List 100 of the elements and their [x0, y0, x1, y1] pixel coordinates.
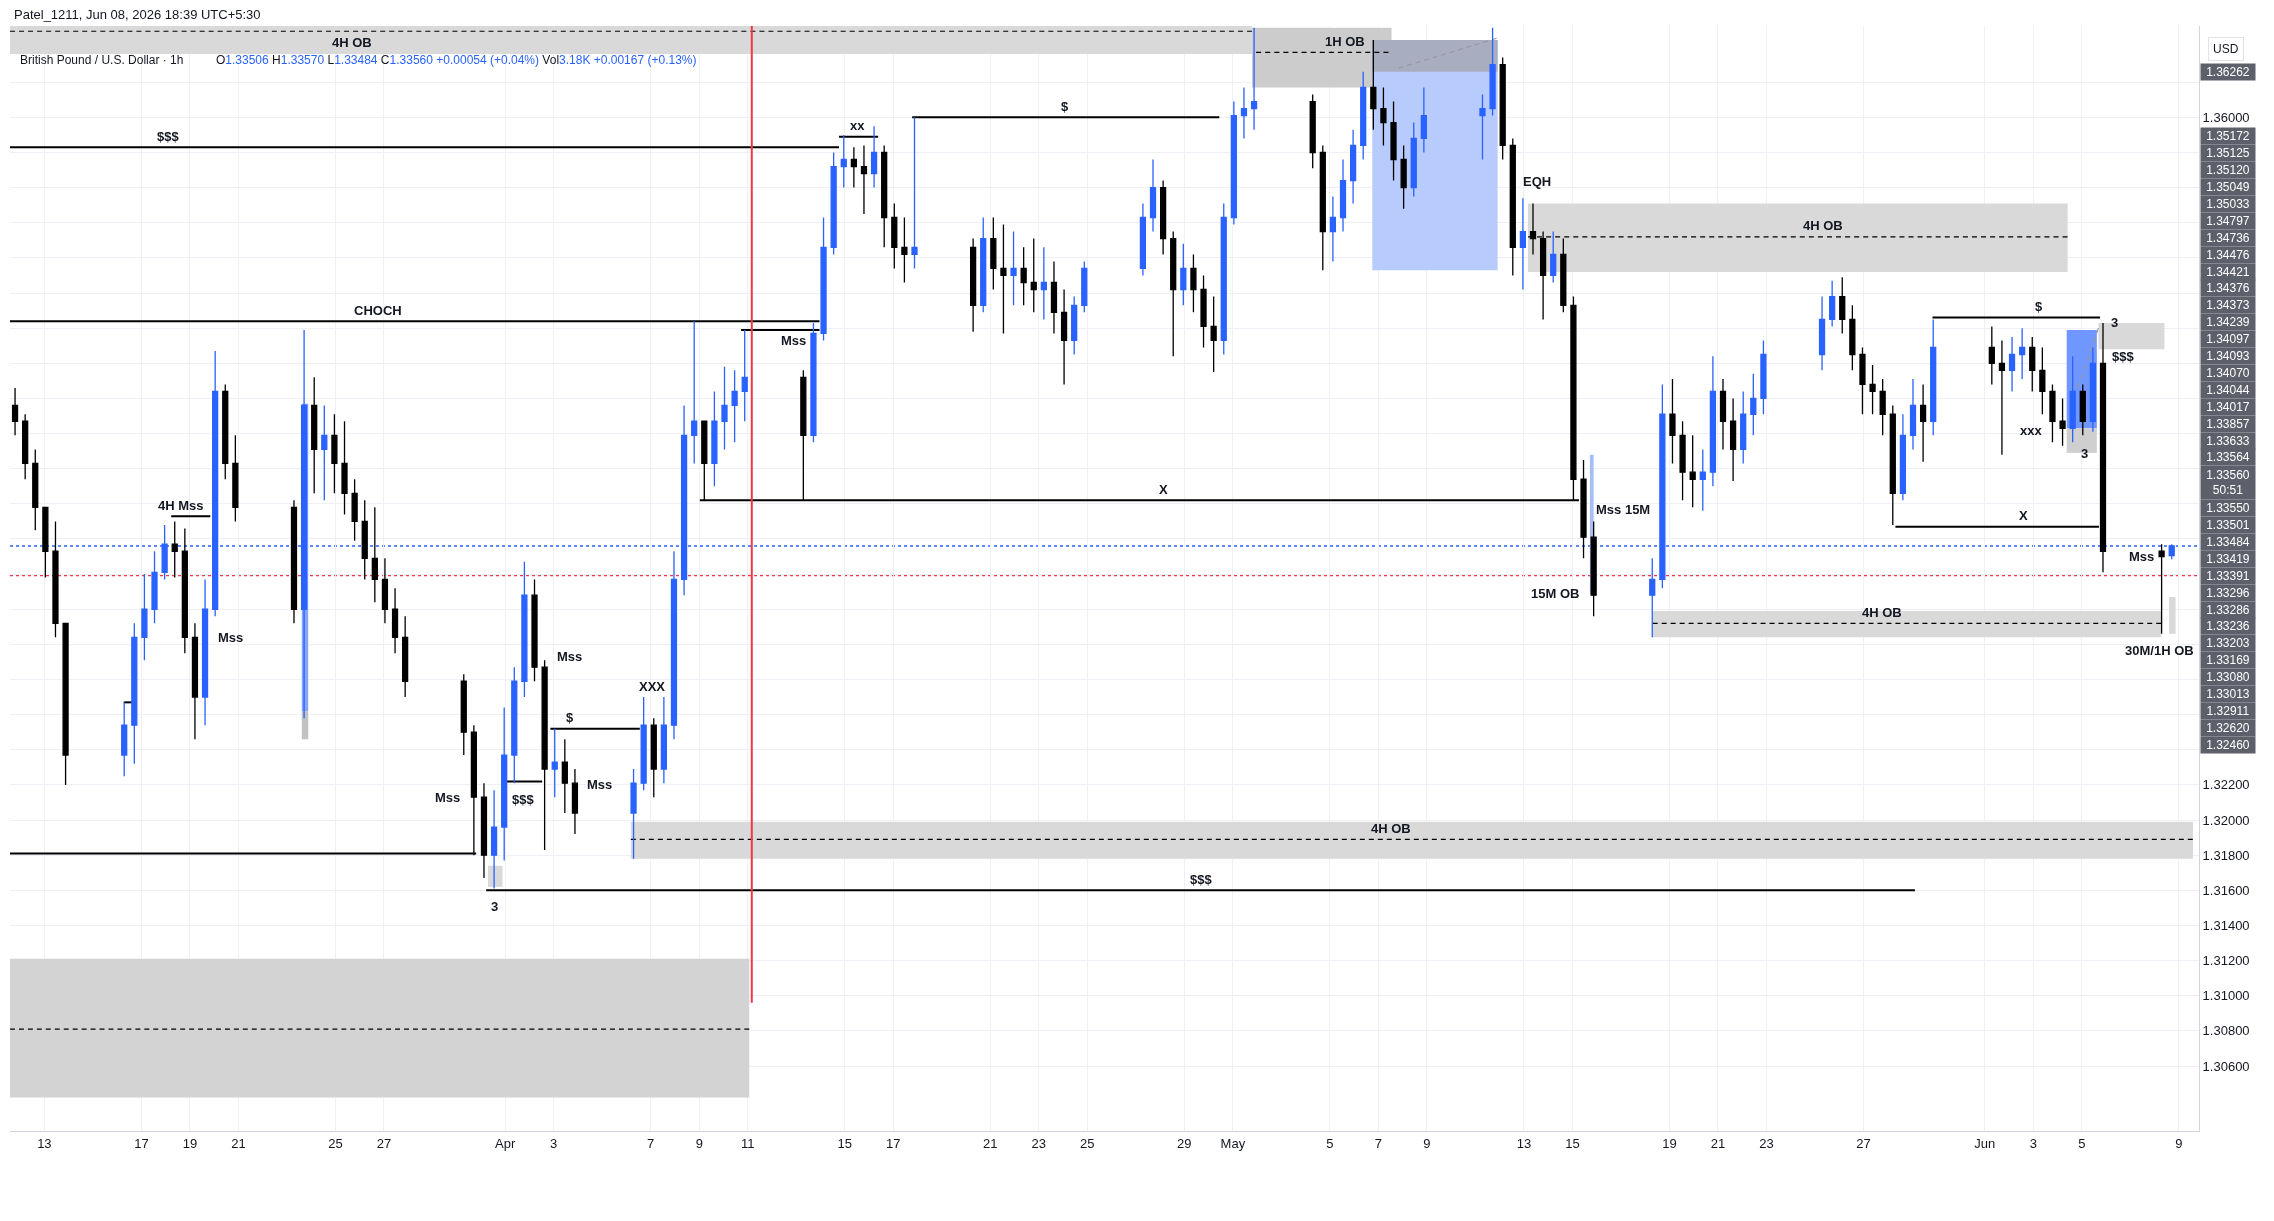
text: 1.34797 — [2206, 213, 2250, 228]
annotation: $ — [2035, 299, 2043, 314]
candlestick — [131, 622, 138, 765]
candlestick — [2049, 383, 2056, 443]
text: 1.36262 — [2206, 64, 2250, 79]
candlestick — [151, 550, 158, 624]
candlestick — [480, 782, 488, 879]
x-tick-label: 27 — [1856, 1135, 1871, 1151]
candlestick — [1329, 195, 1337, 263]
candlestick — [1210, 295, 1217, 373]
text: 1.34093 — [2206, 348, 2250, 363]
candlestick — [1988, 325, 1995, 386]
y-tick-label: 1.30800 — [2202, 1023, 2250, 1039]
x-tick-label: 5 — [2078, 1135, 2086, 1151]
candlestick — [1899, 413, 1907, 501]
candlestick — [891, 202, 898, 270]
candlestick — [1380, 86, 1387, 147]
annotation: XXX — [639, 679, 666, 694]
x-tick-label: 23 — [1759, 1135, 1774, 1151]
x-tick-label: 27 — [376, 1135, 392, 1151]
candlestick — [741, 329, 748, 422]
x-tick-label: Apr — [495, 1135, 516, 1151]
candlestick — [1879, 378, 1886, 436]
annotation: $ — [566, 710, 574, 725]
candlestick — [860, 144, 868, 215]
chart-title: Patel_1211, Jun 08, 2026 18:39 UTC+5:30 — [14, 6, 261, 22]
text: 1.33857 — [2206, 416, 2250, 431]
candlestick — [1919, 383, 1927, 463]
y-tick-label: 1.36000 — [2202, 109, 2250, 125]
candlestick — [840, 134, 847, 189]
annotation: $$$ — [512, 792, 535, 807]
candlestick — [1081, 260, 1088, 313]
text: 1.32460 — [2206, 737, 2250, 752]
candlestick — [1319, 144, 1326, 271]
candlestick — [1220, 202, 1227, 356]
x-tick-label: 25 — [1080, 1135, 1095, 1151]
candlestick — [1200, 274, 1207, 349]
candlestick — [2019, 327, 2026, 380]
candlestick — [541, 659, 548, 851]
candlestick — [1349, 129, 1357, 205]
candlestick — [881, 144, 888, 248]
text: 1.35049 — [2206, 179, 2250, 194]
text: 1.34070 — [2206, 365, 2250, 380]
x-tick-label: 7 — [647, 1135, 655, 1151]
y-tick-label: 1.31200 — [2202, 953, 2250, 969]
annotation: 3 — [2081, 446, 2089, 461]
candlestick — [391, 587, 399, 654]
candlestick — [371, 506, 378, 603]
candlestick — [1839, 276, 1846, 335]
candlestick — [381, 557, 389, 624]
candlestick — [191, 622, 199, 740]
x-tick-label: 13 — [1516, 1135, 1532, 1151]
candlestick — [1750, 373, 1757, 436]
candlestick — [531, 578, 538, 682]
x-tick-label: 23 — [1031, 1135, 1047, 1151]
annotation: EQH — [1523, 174, 1552, 189]
candlestick — [969, 237, 977, 333]
text: 1.35172 — [2206, 128, 2250, 143]
candlestick — [501, 706, 508, 862]
candlestick — [121, 701, 128, 777]
candlestick — [1020, 246, 1027, 306]
text: 1.33560 50:51 — [2206, 467, 2250, 498]
text: 1.32911 — [2206, 703, 2250, 718]
candlestick — [42, 506, 49, 579]
x-tick-label: 3 — [550, 1135, 558, 1151]
x-tick-label: 17 — [886, 1135, 901, 1151]
candlestick — [2089, 346, 2097, 433]
text: 1.34097 — [2206, 331, 2250, 346]
candlestick — [1040, 246, 1047, 321]
text: 1.33286 — [2206, 602, 2250, 617]
candlestick — [630, 768, 637, 860]
candlestick — [222, 383, 229, 480]
text: 1.34376 — [2206, 280, 2250, 295]
x-tick-label: 5 — [1326, 1135, 1334, 1151]
x-tick-label: 15 — [837, 1135, 852, 1151]
candlestick — [691, 320, 698, 465]
candlestick — [660, 696, 667, 784]
candlestick — [521, 561, 528, 698]
candlestick — [810, 322, 817, 443]
annotation: 4H OB — [1371, 821, 1411, 836]
text: 1.33564 — [2206, 449, 2250, 464]
x-tick-label: 19 — [182, 1135, 198, 1151]
candlestick — [640, 696, 647, 791]
candlestick — [1050, 260, 1058, 335]
candlestick — [490, 789, 498, 890]
candlestick — [1519, 197, 1527, 291]
candlestick — [1360, 71, 1367, 161]
annotation: Mss 15M — [1596, 502, 1651, 517]
text: 1.33484 — [2206, 534, 2250, 549]
candlestick — [1560, 237, 1567, 313]
x-tick-label: 17 — [134, 1135, 149, 1151]
candlestick — [551, 728, 558, 798]
text: 1.34736 — [2206, 230, 2250, 245]
text: 1.33419 — [2206, 551, 2250, 566]
candlestick — [830, 151, 837, 256]
candlestick — [1679, 420, 1686, 501]
candlestick — [361, 499, 368, 581]
candlestick — [460, 673, 467, 756]
candlestick — [1760, 339, 1767, 415]
annotation: X — [2019, 508, 2028, 523]
